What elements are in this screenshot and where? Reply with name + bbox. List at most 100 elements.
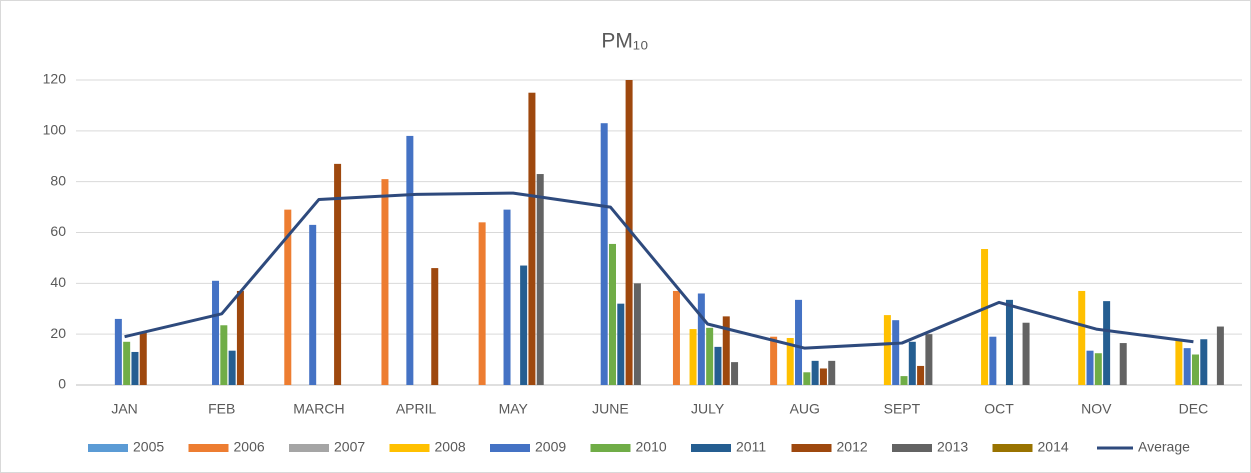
legend-label: Average xyxy=(1138,439,1190,455)
y-tick-label: 0 xyxy=(58,376,66,392)
x-tick-label: SEPT xyxy=(884,401,921,417)
y-tick-label: 100 xyxy=(43,122,67,138)
bar xyxy=(1200,339,1208,385)
bar xyxy=(1119,343,1127,385)
legend-marker xyxy=(992,444,1033,452)
legend-marker xyxy=(289,444,329,452)
legend-label: 2007 xyxy=(334,439,365,455)
bar xyxy=(608,243,616,385)
bar xyxy=(114,318,122,385)
bar xyxy=(819,368,827,385)
x-tick-label: AUG xyxy=(790,401,820,417)
bar xyxy=(212,280,220,385)
bar xyxy=(1005,299,1013,385)
bar xyxy=(617,303,625,385)
bar xyxy=(309,224,317,385)
legend-label: 2006 xyxy=(234,439,265,455)
legend-label: 2012 xyxy=(837,439,868,455)
y-tick-label: 40 xyxy=(50,274,66,290)
bar xyxy=(1094,353,1102,385)
legend-marker xyxy=(88,444,128,452)
x-tick-label: MARCH xyxy=(293,401,344,417)
bar xyxy=(697,293,705,385)
bar xyxy=(917,365,925,385)
bar xyxy=(714,346,722,385)
bar xyxy=(981,249,989,385)
x-tick-label: JUNE xyxy=(592,401,629,417)
bar xyxy=(1022,322,1030,385)
bar xyxy=(706,327,714,385)
bar xyxy=(731,362,739,385)
bar xyxy=(989,336,997,385)
bar xyxy=(1078,290,1086,385)
bar xyxy=(883,315,891,385)
bar xyxy=(334,163,342,385)
bar xyxy=(1191,354,1199,385)
legend-label: 2009 xyxy=(535,439,566,455)
legend-marker xyxy=(791,444,832,452)
line xyxy=(124,191,1194,350)
bar xyxy=(284,209,292,385)
bar xyxy=(689,329,697,385)
bar xyxy=(786,337,794,385)
bar xyxy=(1175,340,1183,385)
bar xyxy=(431,268,439,385)
legend-marker xyxy=(389,444,430,452)
bar xyxy=(770,336,778,385)
legend-label: 2008 xyxy=(435,439,466,455)
x-tick-label: MAY xyxy=(499,401,529,417)
bar xyxy=(633,283,641,385)
legend-label: 2011 xyxy=(736,439,766,455)
bar xyxy=(139,331,147,385)
bar xyxy=(908,341,916,385)
legend-marker xyxy=(590,444,631,452)
bar xyxy=(795,299,803,385)
bar xyxy=(381,179,389,385)
x-tick-label: APRIL xyxy=(396,401,437,417)
bar xyxy=(1086,350,1094,385)
bar xyxy=(803,372,811,385)
x-tick-label: OCT xyxy=(984,401,1014,417)
x-tick-label: JULY xyxy=(691,401,725,417)
bar xyxy=(1183,348,1191,385)
bar xyxy=(811,360,819,385)
y-tick-label: 20 xyxy=(50,325,66,341)
x-tick-label: NOV xyxy=(1081,401,1112,417)
legend-marker xyxy=(490,444,530,452)
bar xyxy=(1103,301,1111,385)
bar xyxy=(625,80,633,385)
bar xyxy=(520,265,528,385)
bar xyxy=(1216,326,1224,385)
y-tick-label: 80 xyxy=(50,172,66,188)
bar xyxy=(528,92,536,385)
bar xyxy=(478,222,486,385)
chart-title: PM₁₀ xyxy=(601,30,648,53)
bar xyxy=(672,290,680,385)
bar xyxy=(131,351,139,385)
bar xyxy=(722,316,730,385)
bar xyxy=(236,290,244,385)
y-tick-label: 120 xyxy=(43,71,67,87)
bar xyxy=(406,135,414,385)
bar xyxy=(123,341,131,385)
bar xyxy=(892,320,900,385)
y-tick-label: 60 xyxy=(50,223,66,239)
bar xyxy=(220,325,228,385)
legend-marker xyxy=(892,444,932,452)
x-tick-label: FEB xyxy=(208,401,235,417)
bar xyxy=(900,376,908,385)
legend-label: 2005 xyxy=(133,439,164,455)
x-tick-label: DEC xyxy=(1179,401,1209,417)
bar xyxy=(600,123,608,385)
legend-label: 2013 xyxy=(937,439,968,455)
bar xyxy=(925,334,933,385)
bar xyxy=(228,350,236,385)
bar xyxy=(503,209,511,385)
legend-marker xyxy=(691,444,731,452)
bar xyxy=(536,174,544,385)
legend-label: 2010 xyxy=(636,439,667,455)
x-tick-label: JAN xyxy=(111,401,137,417)
legend-label: 2014 xyxy=(1038,439,1069,455)
